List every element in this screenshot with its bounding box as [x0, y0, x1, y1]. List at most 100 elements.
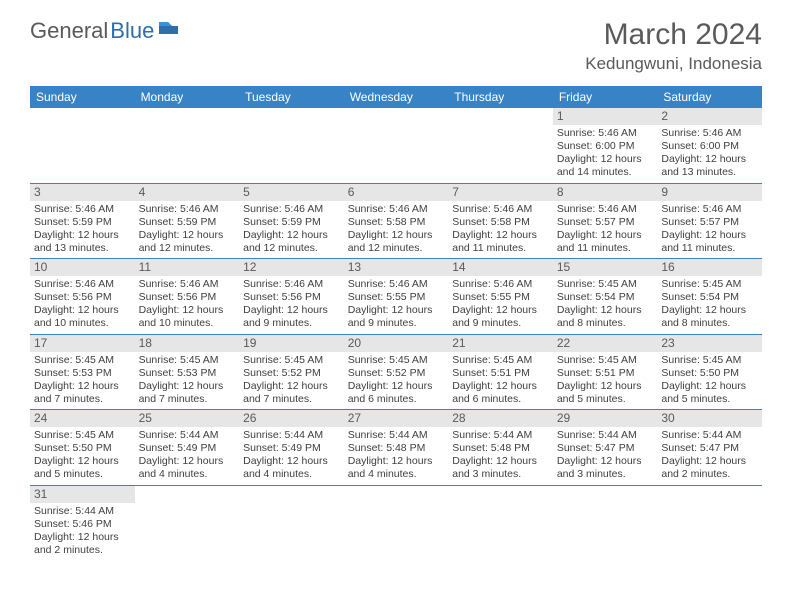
daylight-text: Daylight: 12 hours and 4 minutes.	[348, 455, 445, 481]
calendar-day-cell: 28Sunrise: 5:44 AMSunset: 5:48 PMDayligh…	[448, 410, 553, 486]
day-number	[239, 486, 344, 488]
sunrise-text: Sunrise: 5:46 AM	[557, 203, 654, 216]
sunset-text: Sunset: 5:47 PM	[557, 442, 654, 455]
daylight-text: Daylight: 12 hours and 6 minutes.	[348, 380, 445, 406]
calendar-day-cell: 17Sunrise: 5:45 AMSunset: 5:53 PMDayligh…	[30, 334, 135, 410]
daylight-text: Daylight: 12 hours and 2 minutes.	[661, 455, 758, 481]
daylight-text: Daylight: 12 hours and 4 minutes.	[139, 455, 236, 481]
day-number: 14	[448, 259, 553, 276]
calendar-day-cell: 26Sunrise: 5:44 AMSunset: 5:49 PMDayligh…	[239, 410, 344, 486]
sunrise-text: Sunrise: 5:44 AM	[243, 429, 340, 442]
sunset-text: Sunset: 5:51 PM	[557, 367, 654, 380]
sunset-text: Sunset: 6:00 PM	[557, 140, 654, 153]
day-number: 9	[657, 184, 762, 201]
day-number	[30, 108, 135, 110]
weekday-header: Monday	[135, 86, 240, 108]
day-number: 30	[657, 410, 762, 427]
calendar-day-cell: 7Sunrise: 5:46 AMSunset: 5:58 PMDaylight…	[448, 183, 553, 259]
calendar-day-cell: 15Sunrise: 5:45 AMSunset: 5:54 PMDayligh…	[553, 259, 658, 335]
daylight-text: Daylight: 12 hours and 9 minutes.	[452, 304, 549, 330]
day-number: 26	[239, 410, 344, 427]
day-number: 23	[657, 335, 762, 352]
day-number	[239, 108, 344, 110]
sunset-text: Sunset: 5:56 PM	[139, 291, 236, 304]
day-number	[135, 108, 240, 110]
sunrise-text: Sunrise: 5:45 AM	[557, 354, 654, 367]
calendar-day-cell: 14Sunrise: 5:46 AMSunset: 5:55 PMDayligh…	[448, 259, 553, 335]
day-number: 18	[135, 335, 240, 352]
logo-blue-text: Blue	[110, 18, 154, 44]
weekday-header-row: Sunday Monday Tuesday Wednesday Thursday…	[30, 86, 762, 108]
sunrise-text: Sunrise: 5:46 AM	[34, 203, 131, 216]
sunrise-text: Sunrise: 5:45 AM	[139, 354, 236, 367]
day-number: 11	[135, 259, 240, 276]
sunset-text: Sunset: 5:53 PM	[34, 367, 131, 380]
day-number: 20	[344, 335, 449, 352]
day-number: 2	[657, 108, 762, 125]
sunrise-text: Sunrise: 5:46 AM	[139, 203, 236, 216]
sunset-text: Sunset: 5:50 PM	[34, 442, 131, 455]
day-number: 15	[553, 259, 658, 276]
day-number: 16	[657, 259, 762, 276]
daylight-text: Daylight: 12 hours and 14 minutes.	[557, 153, 654, 179]
day-number: 31	[30, 486, 135, 503]
calendar-day-cell: 9Sunrise: 5:46 AMSunset: 5:57 PMDaylight…	[657, 183, 762, 259]
calendar-day-cell: 27Sunrise: 5:44 AMSunset: 5:48 PMDayligh…	[344, 410, 449, 486]
sunrise-text: Sunrise: 5:46 AM	[452, 203, 549, 216]
calendar-day-cell: 5Sunrise: 5:46 AMSunset: 5:59 PMDaylight…	[239, 183, 344, 259]
sunset-text: Sunset: 5:48 PM	[348, 442, 445, 455]
sunset-text: Sunset: 5:59 PM	[139, 216, 236, 229]
daylight-text: Daylight: 12 hours and 8 minutes.	[661, 304, 758, 330]
sunset-text: Sunset: 5:46 PM	[34, 518, 131, 531]
calendar-day-cell: 1Sunrise: 5:46 AMSunset: 6:00 PMDaylight…	[553, 108, 658, 183]
daylight-text: Daylight: 12 hours and 9 minutes.	[348, 304, 445, 330]
daylight-text: Daylight: 12 hours and 11 minutes.	[661, 229, 758, 255]
weekday-header: Saturday	[657, 86, 762, 108]
day-number	[344, 486, 449, 488]
weekday-header: Friday	[553, 86, 658, 108]
sunrise-text: Sunrise: 5:45 AM	[34, 354, 131, 367]
calendar-week-row: 17Sunrise: 5:45 AMSunset: 5:53 PMDayligh…	[30, 334, 762, 410]
calendar-day-cell	[135, 108, 240, 183]
sunrise-text: Sunrise: 5:45 AM	[452, 354, 549, 367]
sunset-text: Sunset: 6:00 PM	[661, 140, 758, 153]
calendar-week-row: 24Sunrise: 5:45 AMSunset: 5:50 PMDayligh…	[30, 410, 762, 486]
daylight-text: Daylight: 12 hours and 11 minutes.	[557, 229, 654, 255]
calendar-day-cell	[344, 485, 449, 560]
sunset-text: Sunset: 5:53 PM	[139, 367, 236, 380]
calendar-day-cell: 8Sunrise: 5:46 AMSunset: 5:57 PMDaylight…	[553, 183, 658, 259]
day-number	[553, 486, 658, 488]
calendar-day-cell: 23Sunrise: 5:45 AMSunset: 5:50 PMDayligh…	[657, 334, 762, 410]
sunrise-text: Sunrise: 5:46 AM	[139, 278, 236, 291]
sunrise-text: Sunrise: 5:45 AM	[243, 354, 340, 367]
month-title: March 2024	[585, 18, 762, 52]
day-number	[448, 108, 553, 110]
calendar-day-cell: 29Sunrise: 5:44 AMSunset: 5:47 PMDayligh…	[553, 410, 658, 486]
sunset-text: Sunset: 5:58 PM	[452, 216, 549, 229]
header: General Blue March 2024 Kedungwuni, Indo…	[0, 0, 792, 82]
sunset-text: Sunset: 5:49 PM	[243, 442, 340, 455]
day-number: 22	[553, 335, 658, 352]
day-number: 19	[239, 335, 344, 352]
sunset-text: Sunset: 5:54 PM	[661, 291, 758, 304]
calendar-day-cell: 3Sunrise: 5:46 AMSunset: 5:59 PMDaylight…	[30, 183, 135, 259]
sunset-text: Sunset: 5:48 PM	[452, 442, 549, 455]
sunset-text: Sunset: 5:59 PM	[243, 216, 340, 229]
calendar-day-cell	[239, 108, 344, 183]
day-number: 28	[448, 410, 553, 427]
calendar-day-cell	[448, 485, 553, 560]
calendar-week-row: 1Sunrise: 5:46 AMSunset: 6:00 PMDaylight…	[30, 108, 762, 183]
day-number: 5	[239, 184, 344, 201]
calendar-day-cell: 19Sunrise: 5:45 AMSunset: 5:52 PMDayligh…	[239, 334, 344, 410]
daylight-text: Daylight: 12 hours and 2 minutes.	[34, 531, 131, 557]
calendar-day-cell: 6Sunrise: 5:46 AMSunset: 5:58 PMDaylight…	[344, 183, 449, 259]
sunrise-text: Sunrise: 5:46 AM	[661, 127, 758, 140]
sunrise-text: Sunrise: 5:46 AM	[661, 203, 758, 216]
daylight-text: Daylight: 12 hours and 5 minutes.	[661, 380, 758, 406]
sunrise-text: Sunrise: 5:45 AM	[661, 278, 758, 291]
calendar-day-cell: 20Sunrise: 5:45 AMSunset: 5:52 PMDayligh…	[344, 334, 449, 410]
daylight-text: Daylight: 12 hours and 5 minutes.	[34, 455, 131, 481]
day-number: 13	[344, 259, 449, 276]
day-number: 10	[30, 259, 135, 276]
day-number: 8	[553, 184, 658, 201]
